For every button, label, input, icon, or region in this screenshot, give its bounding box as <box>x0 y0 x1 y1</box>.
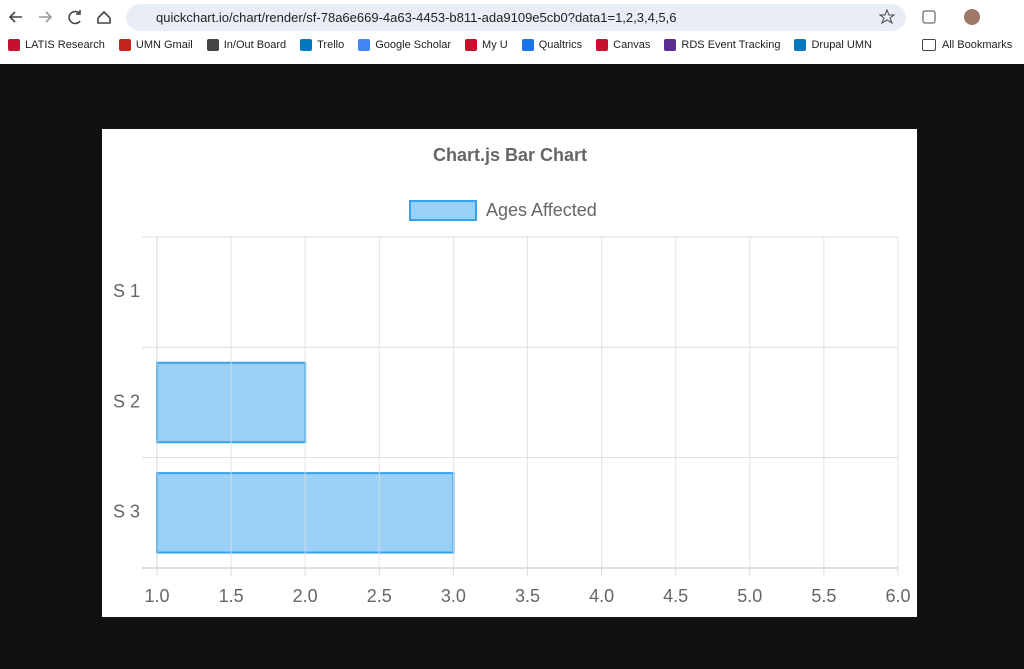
bookmark-icon <box>794 39 807 51</box>
bookmark-label[interactable]: Trello <box>317 39 345 51</box>
legend-swatch <box>409 200 477 221</box>
bookmarks-bar: LATIS Research UMN Gmail In/Out Board Trell… <box>8 39 872 51</box>
all-bookmarks[interactable]: All Bookmarks <box>922 39 1012 51</box>
bookmark[interactable]: Canvas <box>596 39 650 51</box>
bookmark-label[interactable]: Drupal UMN <box>811 39 872 51</box>
bookmark-label[interactable]: UMN Gmail <box>135 39 193 51</box>
bookmark-label[interactable]: RDS Event Tracking <box>681 39 781 51</box>
bookmark-icon <box>596 39 609 51</box>
chart-title: Chart.js Bar Chart <box>433 145 587 165</box>
bookmark-label[interactable]: Qualtrics <box>538 39 583 51</box>
bookmark-icon <box>465 39 478 51</box>
bookmark-label[interactable]: My U <box>482 39 508 51</box>
y-tick-label: S 3 <box>113 502 140 522</box>
bookmark-label[interactable]: LATIS Research <box>25 39 105 51</box>
x-tick-label: 5.5 <box>811 586 836 606</box>
bookmark-icon <box>664 39 677 51</box>
bookmark-icon <box>206 39 219 51</box>
y-tick-label: S 1 <box>113 281 140 301</box>
bookmark-label[interactable]: Google Scholar <box>375 39 452 51</box>
x-tick-label: 2.5 <box>367 586 392 606</box>
nav-buttons <box>8 10 111 25</box>
bookmark[interactable]: UMN Gmail <box>118 39 193 51</box>
x-tick-label: 5.0 <box>737 586 762 606</box>
bookmark-label[interactable]: In/Out Board <box>223 39 287 51</box>
bookmark-icon <box>358 39 371 51</box>
home-button[interactable] <box>97 10 111 24</box>
x-tick-label: 1.5 <box>219 586 244 606</box>
browser-chrome: quickchart.io/chart/render/sf-78a6e669-4… <box>0 0 1024 64</box>
profile-avatar[interactable] <box>964 9 980 25</box>
x-tick-label: 4.0 <box>589 586 614 606</box>
bookmark[interactable]: Drupal UMN <box>794 39 872 51</box>
address-bar[interactable]: quickchart.io/chart/render/sf-78a6e669-4… <box>126 4 906 31</box>
back-button[interactable] <box>8 11 22 23</box>
bookmark-icon <box>521 39 534 51</box>
reload-button[interactable] <box>68 10 81 25</box>
bookmark[interactable]: LATIS Research <box>8 39 105 51</box>
star-button[interactable] <box>878 8 896 25</box>
x-tick-label: 3.5 <box>515 586 540 606</box>
bookmark-icon <box>300 39 313 51</box>
chart-view: Chart.js Bar Chart Ages Affected 1.0 1.5 2.… <box>102 129 917 617</box>
forward-button[interactable] <box>39 11 53 23</box>
bookmark-icon <box>8 39 20 51</box>
x-tick-label: 1.0 <box>144 586 169 606</box>
bookmark[interactable]: Trello <box>300 39 344 51</box>
bookmark[interactable]: RDS Event Tracking <box>664 39 780 51</box>
extensions-button[interactable] <box>922 10 936 24</box>
toolbar-icons <box>878 8 980 25</box>
bookmark[interactable]: In/Out Board <box>206 39 287 51</box>
legend-label: Ages Affected <box>486 200 597 220</box>
bookmark[interactable]: Qualtrics <box>521 39 583 51</box>
bookmark-icon <box>118 39 131 51</box>
bookmark-label[interactable]: Canvas <box>613 39 651 51</box>
url[interactable]: quickchart.io/chart/render/sf-78a6e669-4… <box>156 10 677 25</box>
x-tick-label: 2.0 <box>293 586 318 606</box>
x-tick-label: 4.5 <box>663 586 688 606</box>
x-tick-label: 6.0 <box>885 586 910 606</box>
all-bookmarks-label[interactable]: All Bookmarks <box>942 39 1013 51</box>
bookmark[interactable]: Google Scholar <box>358 39 451 51</box>
bookmark[interactable]: My U <box>465 39 508 51</box>
x-tick-label: 3.0 <box>441 586 466 606</box>
y-tick-label: S 2 <box>113 391 140 411</box>
